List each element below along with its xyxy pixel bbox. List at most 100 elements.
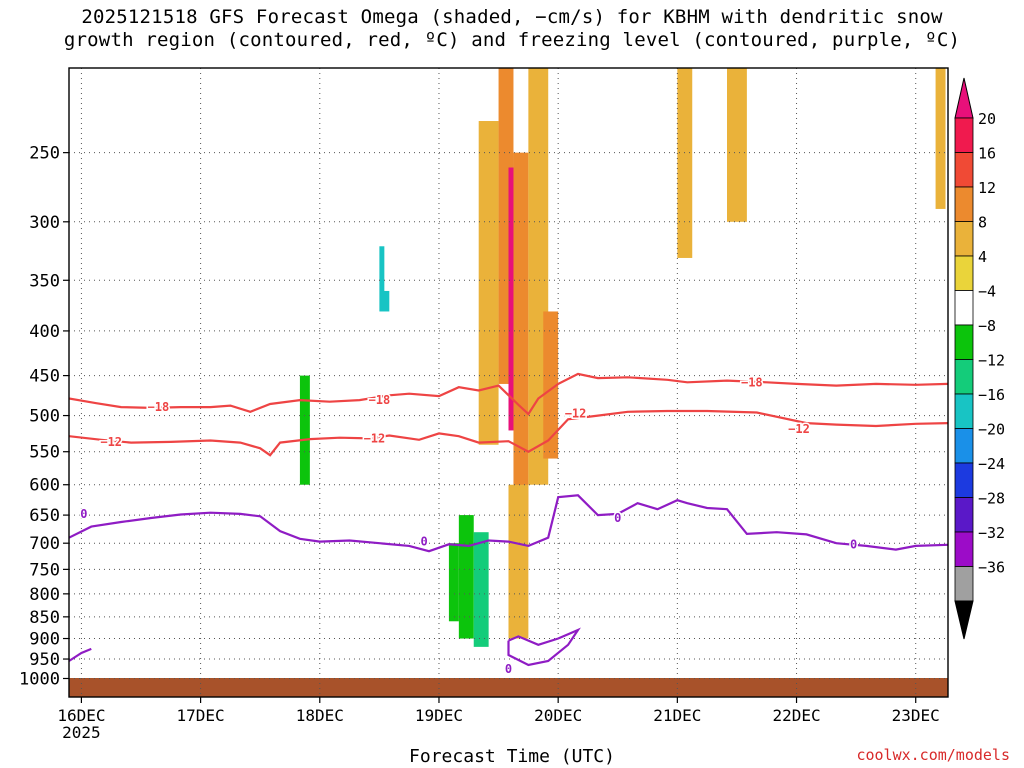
- colorbar-label-11: −28: [978, 490, 1005, 508]
- colorbar-swatch-4: [954, 255, 974, 291]
- contour-line-3: [69, 647, 92, 662]
- chart-title: 2025121518 GFS Forecast Omega (shaded, −…: [0, 6, 1024, 52]
- colorbar-label-7: −12: [978, 352, 1005, 370]
- contour-label-2-0: 0: [80, 507, 87, 521]
- contour-label-2-1: 0: [420, 535, 427, 549]
- omega-cell-4: [349, 311, 360, 416]
- colorbar-swatch-6: [954, 324, 974, 360]
- y-tick-label-0: 250: [29, 144, 60, 164]
- title-line-1: 2025121518 GFS Forecast Omega (shaded, −…: [81, 6, 943, 28]
- colorbar-label-1: 16: [978, 145, 996, 163]
- colorbar-swatch-0: [954, 117, 974, 153]
- contour-label-2-3: 0: [850, 537, 857, 551]
- colorbar-label-13: −36: [978, 559, 1005, 577]
- colorbar: 20 16 12 8 4 −4 −8 −12 −16 −20 −24 −28 −32 −36: [954, 77, 1005, 640]
- x-tick-sublabel-0: 2025: [62, 723, 101, 742]
- terrain: [69, 678, 948, 697]
- colorbar-swatch-12: [954, 531, 974, 567]
- omega-cell-7: [384, 121, 405, 291]
- colorbar-label-9: −20: [978, 421, 1005, 439]
- contour-label-3-0: 0: [505, 662, 512, 676]
- colorbar-label-5: −4: [978, 283, 996, 301]
- omega-cell-8: [419, 181, 430, 222]
- contour-line-2: [69, 494, 948, 553]
- colorbar-label-4: 4: [978, 248, 987, 266]
- omega-cell-18: [513, 152, 529, 516]
- omega-cell-10: [473, 532, 489, 647]
- y-tick-label-4: 450: [29, 367, 60, 387]
- omega-cell-20: [543, 311, 559, 459]
- y-tick-label-10: 750: [29, 560, 60, 580]
- x-tick-label-7: 23DEC: [892, 706, 940, 725]
- title-line-2: growth region (contoured, red, ºC) and f…: [63, 29, 961, 51]
- y-axis-ticks: 2503003504004505005506006507007508008509…: [19, 144, 69, 689]
- y-tick-label-15: 1000: [19, 669, 60, 689]
- y-tick-label-7: 600: [29, 476, 60, 496]
- colorbar-label-6: −8: [978, 317, 996, 335]
- y-tick-label-3: 400: [29, 322, 60, 342]
- y-tick-label-2: 350: [29, 271, 60, 291]
- y-tick-label-11: 800: [29, 585, 60, 605]
- omega-cell-9: [458, 515, 474, 639]
- omega-shading: [280, 68, 946, 647]
- x-axis-label: Forecast Time (UTC): [409, 746, 615, 767]
- x-tick-label-2: 18DEC: [296, 706, 344, 725]
- colorbar-label-10: −24: [978, 455, 1005, 473]
- omega-cell-21: [508, 484, 529, 639]
- contour-line-1: [69, 409, 948, 457]
- credit-text: coolwx.com/models: [856, 746, 1010, 764]
- omega-cell-17: [508, 167, 519, 431]
- contour-label-2-2: 0: [614, 511, 621, 525]
- colorbar-bottom-triangle: [954, 600, 974, 640]
- x-tick-label-1: 17DEC: [177, 706, 225, 725]
- colorbar-swatch-2: [954, 186, 974, 222]
- omega-cell-15: [478, 121, 499, 445]
- contour-label-0-0: −18: [148, 400, 170, 414]
- colorbar-top-triangle: [954, 77, 974, 119]
- omega-cell-2: [299, 375, 310, 485]
- colorbar-swatch-8: [954, 393, 974, 429]
- x-tick-label-4: 20DEC: [534, 706, 582, 725]
- contour-label-1-2: −12: [565, 406, 587, 420]
- x-tick-label-3: 19DEC: [415, 706, 463, 725]
- contour-label-1-3: −12: [788, 422, 810, 436]
- colorbar-swatch-3: [954, 221, 974, 257]
- y-tick-label-6: 550: [29, 443, 60, 463]
- x-tick-label-6: 22DEC: [772, 706, 820, 725]
- colorbar-label-12: −32: [978, 524, 1005, 542]
- omega-cell-1: [289, 221, 310, 594]
- omega-cell-13: [712, 458, 723, 544]
- y-tick-label-8: 650: [29, 506, 60, 526]
- contour-label-1-1: −12: [364, 431, 386, 445]
- y-tick-label-9: 700: [29, 534, 60, 554]
- x-tick-label-0: 16DEC: [57, 706, 105, 725]
- contours: −18 −18 −18 −12 −12 −12 −12 0 0 0 0 0: [69, 372, 948, 677]
- omega-cell-22: [727, 68, 747, 222]
- colorbar-swatch-7: [954, 359, 974, 395]
- colorbar-label-3: 8: [978, 214, 987, 232]
- omega-cell-11: [448, 543, 459, 622]
- colorbar-swatch-13: [954, 566, 974, 602]
- plot-frame: [68, 67, 949, 698]
- contour-label-0-1: −18: [369, 393, 391, 407]
- contour-line-4: [507, 627, 581, 667]
- colorbar-swatch-1: [954, 152, 974, 188]
- omega-cell-12: [622, 280, 638, 393]
- y-tick-label-13: 900: [29, 630, 60, 650]
- omega-cell-24: [935, 68, 946, 209]
- y-tick-label-12: 850: [29, 608, 60, 628]
- contour-label-1-0: −12: [100, 435, 122, 449]
- terrain-fill: [69, 678, 948, 697]
- colorbar-swatch-10: [954, 462, 974, 498]
- contour-line-0: [69, 372, 948, 416]
- colorbar-label-8: −16: [978, 386, 1005, 404]
- y-tick-label-14: 950: [29, 650, 60, 670]
- omega-cell-3: [329, 104, 350, 350]
- colorbar-swatch-9: [954, 428, 974, 464]
- omega-cell-23: [677, 68, 693, 258]
- contour-label-0-2: −18: [741, 375, 763, 389]
- colorbar-label-0: 20: [978, 110, 996, 128]
- colorbar-label-2: 12: [978, 179, 996, 197]
